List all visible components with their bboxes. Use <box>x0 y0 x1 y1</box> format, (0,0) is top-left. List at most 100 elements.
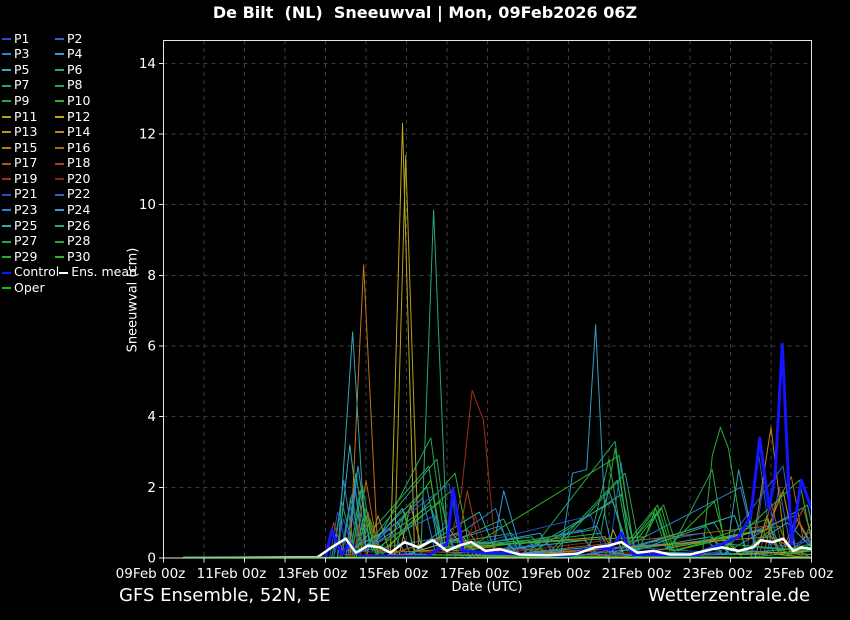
legend-label: P11 <box>14 108 38 124</box>
legend-row: P19 P20 <box>2 171 172 187</box>
legend-swatch <box>55 256 64 259</box>
legend-swatch <box>2 37 11 40</box>
legend-swatch <box>55 224 64 227</box>
legend-item-p20: P20 <box>55 172 108 186</box>
legend-row: P13 P14 <box>2 125 172 141</box>
legend-swatch <box>2 53 11 56</box>
legend-row: P29 P30 <box>2 249 172 265</box>
legend-row: P1 P2 <box>2 31 172 47</box>
legend-swatch <box>2 178 11 181</box>
legend-item-p12: P12 <box>55 108 108 124</box>
legend-label: P16 <box>67 139 91 155</box>
legend-row: P7 P8 <box>2 78 172 94</box>
legend-row: P25 P26 <box>2 218 172 234</box>
brand-text: Wetterzentrale.de <box>648 585 811 606</box>
legend-label: P25 <box>14 217 38 233</box>
legend-swatch <box>2 84 11 87</box>
legend-item-p30: P30 <box>55 248 108 264</box>
legend-item-p6: P6 <box>55 63 108 77</box>
legend-item-p2: P2 <box>55 30 108 46</box>
legend-label: P14 <box>67 124 91 140</box>
legend-item-p29: P29 <box>2 250 55 264</box>
legend-item-p11: P11 <box>2 108 55 124</box>
legend-item-p18: P18 <box>55 157 108 170</box>
legend-swatch <box>55 37 64 40</box>
series-p12 <box>183 122 812 558</box>
legend-label: P18 <box>67 155 91 171</box>
legend-swatch <box>55 178 64 181</box>
legend-swatch <box>55 115 64 118</box>
legend-item-p10: P10 <box>55 94 108 108</box>
legend-label: P4 <box>67 46 83 62</box>
legend-swatch <box>55 240 64 243</box>
model-info-text: GFS Ensemble, 52N, 5E <box>119 585 331 606</box>
legend-swatch <box>55 131 64 134</box>
legend-item-p13: P13 <box>2 126 55 139</box>
legend-label: P19 <box>14 170 38 186</box>
series-p26 <box>183 209 812 558</box>
legend-swatch <box>2 100 11 103</box>
legend-swatch <box>2 271 11 274</box>
legend-row: P27 P28 <box>2 234 172 250</box>
series-p19 <box>183 389 812 558</box>
legend-item-p9: P9 <box>2 94 55 108</box>
legend-label: Ens. mean <box>71 264 137 280</box>
legend-row: P3 P4 <box>2 47 172 63</box>
legend-swatch <box>2 240 11 243</box>
legend-swatch <box>2 256 11 259</box>
y-tick-label: 14 <box>139 56 156 72</box>
legend-row: P11 P12 <box>2 109 172 125</box>
series-p25 <box>183 331 812 558</box>
legend-row: Oper <box>2 281 172 297</box>
legend-swatch <box>2 224 11 227</box>
legend-item-p16: P16 <box>55 139 108 155</box>
legend-item-oper: Oper <box>2 282 55 295</box>
legend-item-p27: P27 <box>2 235 55 248</box>
legend-label: P2 <box>67 30 83 46</box>
legend-swatch <box>2 209 11 212</box>
legend-item-p8: P8 <box>55 79 108 92</box>
series-p23 <box>183 486 812 558</box>
y-tick-label: 4 <box>147 409 156 425</box>
x-axis-title: Date (UTC) <box>451 580 523 595</box>
legend-label: P27 <box>14 233 38 249</box>
legend-swatch <box>2 287 11 290</box>
y-tick-label: 10 <box>139 197 156 213</box>
legend-swatch <box>55 162 64 165</box>
legend-swatch <box>55 193 64 196</box>
series-p27 <box>183 458 812 558</box>
legend-item-p4: P4 <box>55 48 108 61</box>
series-p20 <box>183 515 812 558</box>
legend-swatch <box>55 53 64 56</box>
legend-swatch <box>55 209 64 212</box>
legend-label: P17 <box>14 155 38 171</box>
legend-item-p5: P5 <box>2 63 55 77</box>
series-group <box>182 122 812 558</box>
legend-label: P23 <box>14 202 38 218</box>
legend-item-p15: P15 <box>2 139 55 155</box>
legend-label: P7 <box>14 77 30 93</box>
series-p6 <box>183 472 812 558</box>
x-tick-label: 09Feb 00z <box>116 566 186 582</box>
legend-item-p3: P3 <box>2 48 55 61</box>
legend-item-p26: P26 <box>55 219 108 233</box>
legend-item-p23: P23 <box>2 204 55 217</box>
x-tick-label: 23Feb 00z <box>683 566 753 582</box>
legend-label: P21 <box>14 186 38 202</box>
legend-label: P1 <box>14 30 30 46</box>
legend-swatch <box>55 146 64 149</box>
legend-swatch <box>55 100 64 103</box>
legend-item-p21: P21 <box>2 188 55 201</box>
legend-label: P3 <box>14 46 30 62</box>
legend-row: P17 P18 <box>2 156 172 172</box>
x-tick-label: 11Feb 00z <box>197 566 267 582</box>
legend-label: P12 <box>67 108 91 124</box>
legend-item-p7: P7 <box>2 79 55 92</box>
chart-title: De Bilt (NL) Sneeuwval | Mon, 09Feb2026 … <box>212 3 638 22</box>
legend-item-p24: P24 <box>55 204 108 217</box>
legend-label: P30 <box>67 248 91 264</box>
legend-label: P15 <box>14 139 38 155</box>
x-tick-label: 21Feb 00z <box>602 566 672 582</box>
